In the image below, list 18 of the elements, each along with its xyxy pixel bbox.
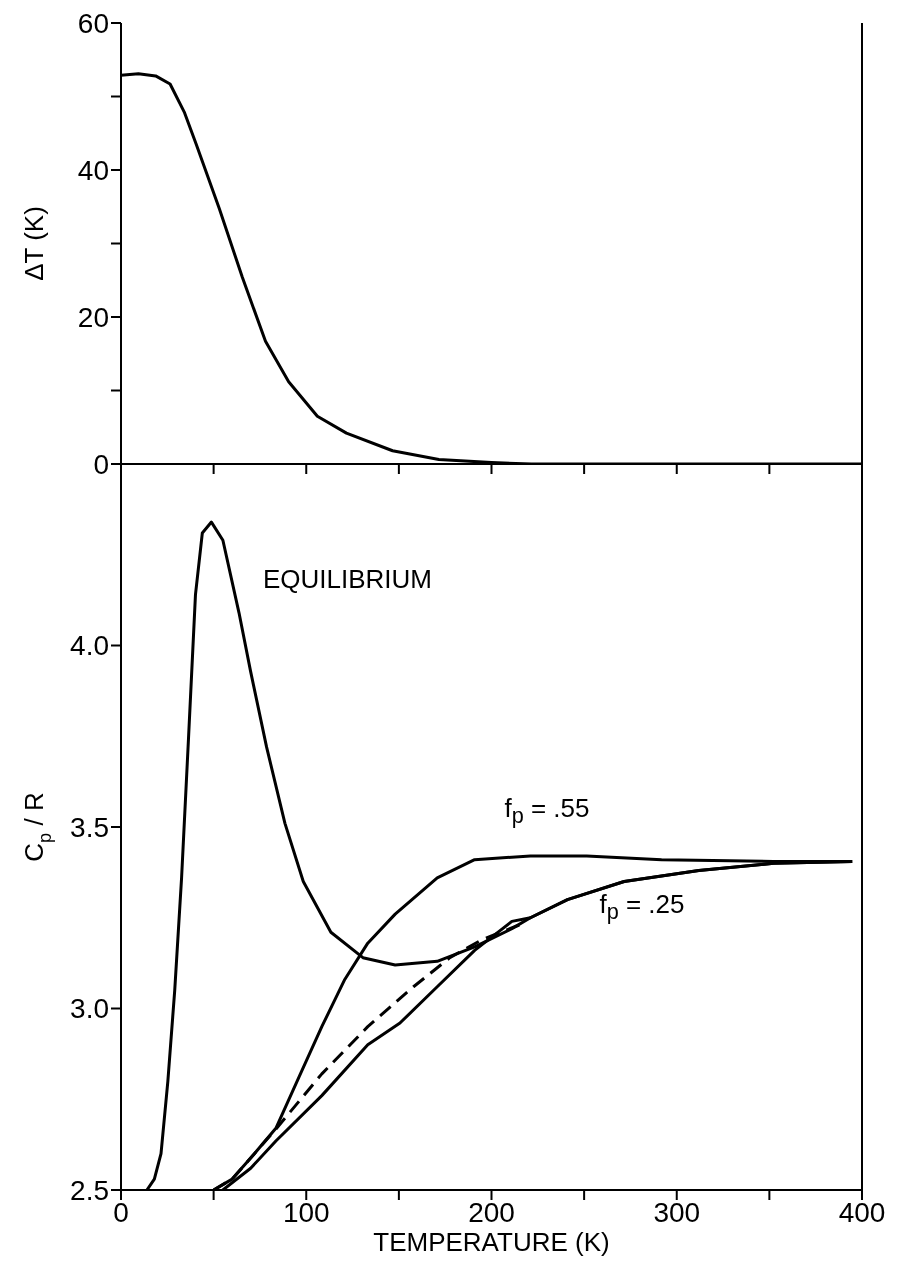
y-tick-label: 60 bbox=[77, 7, 109, 39]
y-tick-label: 0 bbox=[93, 448, 109, 480]
x-tick-label: 100 bbox=[282, 1196, 330, 1228]
y-axis-title: ΔT (K) bbox=[18, 206, 49, 281]
y-tick-label: 40 bbox=[77, 154, 109, 186]
series-label: f$_{p}$ = .25 bbox=[599, 887, 685, 926]
y-tick-label: 20 bbox=[77, 301, 109, 333]
series-label: f$_{p}$ = .55 bbox=[504, 792, 590, 831]
x-tick-label: 0 bbox=[113, 1196, 129, 1228]
x-tick-label: 200 bbox=[468, 1196, 515, 1228]
x-tick-label: 300 bbox=[653, 1196, 701, 1228]
x-tick-label: 400 bbox=[838, 1196, 886, 1228]
y-tick-label: 3.5 bbox=[70, 811, 109, 843]
series-label: EQUILIBRIUM bbox=[263, 562, 433, 595]
y-tick-label: 4.0 bbox=[70, 630, 109, 662]
y-tick-label: 2.5 bbox=[70, 1174, 109, 1206]
y-tick-label: 3.0 bbox=[70, 993, 109, 1025]
x-axis-title: TEMPERATURE (K) bbox=[373, 1227, 610, 1257]
